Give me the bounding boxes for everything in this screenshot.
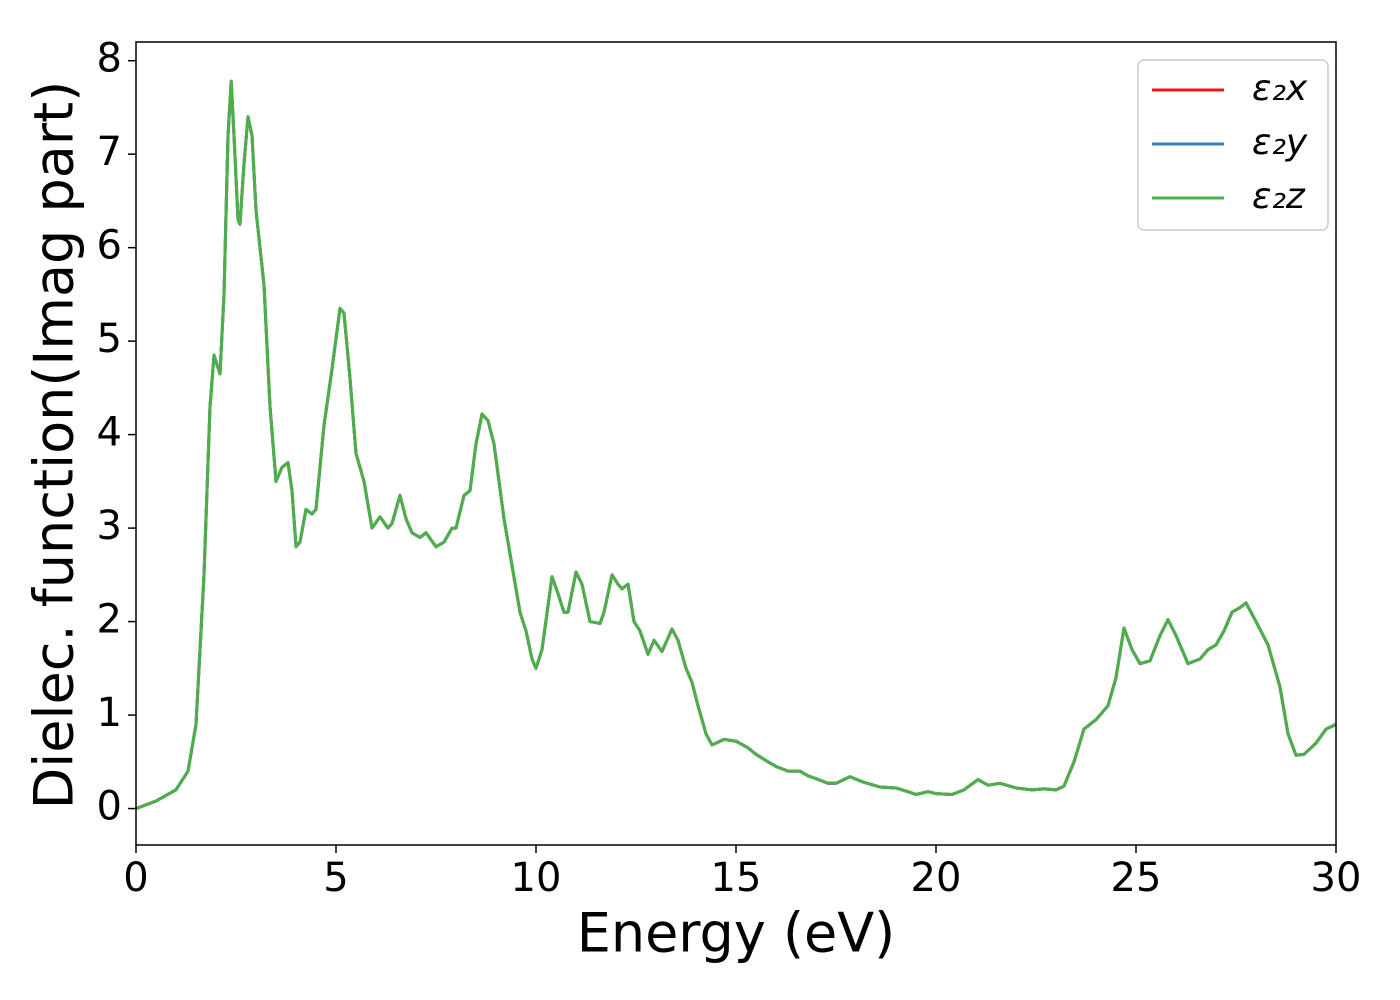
- y-tick-label: 6: [97, 223, 122, 269]
- x-tick-label: 20: [911, 855, 962, 901]
- x-axis-label: Energy (eV): [577, 902, 896, 965]
- y-axis-label: Dielec. function(Imag part): [23, 81, 86, 810]
- y-tick-label: 4: [97, 410, 122, 456]
- data-line: [136, 79, 1336, 810]
- legend-label: ε₂z: [1252, 176, 1306, 217]
- y-tick-label: 7: [97, 129, 122, 175]
- x-tick-label: 5: [323, 855, 348, 901]
- x-tick-label: 15: [711, 855, 762, 901]
- x-tick-label: 10: [511, 855, 562, 901]
- y-tick-label: 1: [97, 690, 122, 736]
- y-tick-label: 2: [97, 597, 122, 643]
- y-tick-label: 3: [97, 503, 122, 549]
- y-tick-label: 0: [97, 784, 122, 830]
- legend-label: ε₂x: [1252, 68, 1308, 109]
- plot-frame: [135, 41, 1337, 846]
- legend-box: [1137, 59, 1329, 231]
- legend-label: ε₂y: [1252, 122, 1308, 163]
- y-tick-label: 8: [97, 36, 122, 82]
- x-tick-label: 25: [1111, 855, 1162, 901]
- x-tick-label: 0: [123, 855, 148, 901]
- y-tick-label: 5: [97, 316, 122, 362]
- x-tick-label: 30: [1311, 855, 1362, 901]
